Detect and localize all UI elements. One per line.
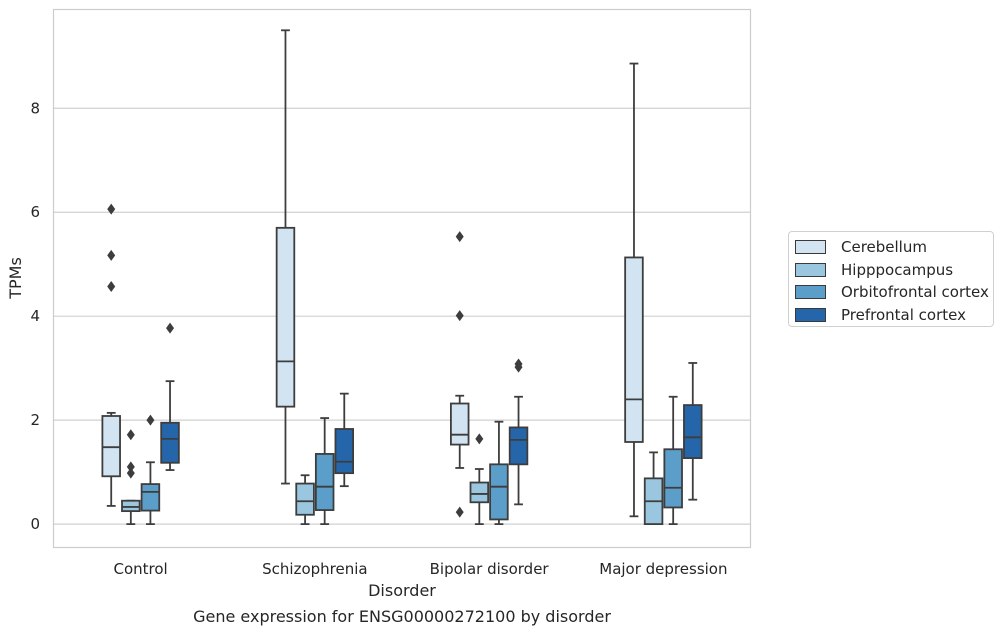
outlier-point <box>455 506 464 518</box>
x-tick-labels: Control Schizophrenia Bipolar disorder Majo… <box>114 560 728 578</box>
legend-item: Orbitofrontal cortex <box>795 281 989 304</box>
y-tick-label: 8 <box>30 99 40 117</box>
outlier-point <box>455 231 464 243</box>
y-tick-label: 4 <box>30 307 40 325</box>
outlier-point <box>514 358 523 370</box>
box-hipppocampus-control <box>121 429 141 526</box>
plot-frame <box>52 8 752 549</box>
legend-item: Hipppocampus <box>795 259 987 282</box>
box-cerebellum-schizophrenia <box>275 29 296 485</box>
legend-label: Cerebellum <box>841 238 927 257</box>
box-iqr <box>295 482 315 516</box>
legend-item: Prefrontal cortex <box>795 304 987 327</box>
outlier-point <box>107 249 116 261</box>
outlier-point <box>126 461 135 473</box>
box-iqr <box>489 463 509 521</box>
box-iqr <box>508 426 529 466</box>
outlier-point <box>475 433 484 445</box>
box-iqr <box>275 226 296 408</box>
outlier-point <box>107 203 116 215</box>
x-axis-label: Disorder <box>368 581 436 600</box>
legend-swatch <box>795 262 826 277</box>
x-tick-label: Major depression <box>599 560 727 578</box>
y-axis-label: TPMs <box>6 257 25 300</box>
legend-item: Cerebellum <box>795 236 987 259</box>
box-iqr <box>314 453 335 511</box>
y-tick-label: 2 <box>30 411 40 429</box>
box-hipppocampus-major-depression <box>643 451 664 526</box>
box-iqr <box>624 256 644 443</box>
outlier-point <box>166 322 175 334</box>
legend-label: Prefrontal cortex <box>841 305 966 324</box>
box-iqr <box>140 483 161 512</box>
box-cerebellum-control <box>101 203 121 507</box>
legend-swatch <box>795 285 826 300</box>
outlier-point <box>455 310 464 322</box>
box-orbitofrontal-cortex-major-depression <box>663 395 683 526</box>
box-iqr <box>469 481 490 504</box>
box-orbitofrontal-cortex-schizophrenia <box>314 417 335 526</box>
chart-caption: Gene expression for ENSG00000272100 by d… <box>193 607 611 626</box>
legend-swatch <box>795 307 826 322</box>
box-iqr <box>683 404 703 459</box>
gridlines <box>53 107 751 525</box>
box-prefrontal-cortex-schizophrenia <box>334 392 355 488</box>
box-orbitofrontal-cortex-control <box>140 414 161 526</box>
outlier-point <box>107 281 116 293</box>
outlier-point <box>126 467 135 479</box>
box-iqr <box>160 421 180 464</box>
legend-swatch <box>795 240 826 255</box>
outlier-point <box>146 414 155 426</box>
legend-label: Orbitofrontal cortex <box>841 283 989 302</box>
boxes <box>101 29 703 526</box>
box-iqr <box>121 499 141 513</box>
y-tick-label: 0 <box>30 515 40 533</box>
x-tick-label: Schizophrenia <box>262 560 367 578</box>
box-prefrontal-cortex-bipolar-disorder <box>508 358 529 506</box>
box-iqr <box>101 415 121 478</box>
box-hipppocampus-schizophrenia <box>295 474 315 526</box>
box-cerebellum-major-depression <box>624 62 644 518</box>
box-prefrontal-cortex-major-depression <box>683 362 703 501</box>
outlier-point <box>126 429 135 441</box>
x-tick-label: Bipolar disorder <box>430 560 550 578</box>
box-orbitofrontal-cortex-bipolar-disorder <box>489 420 509 526</box>
box-hipppocampus-bipolar-disorder <box>469 433 490 526</box>
box-iqr <box>663 448 683 509</box>
legend: Cerebellum Hipppocampus Orbitofrontal cort… <box>788 231 994 327</box>
y-tick-labels: 0 2 4 6 8 <box>30 99 40 533</box>
x-tick-label: Control <box>114 560 168 578</box>
legend-label: Hipppocampus <box>841 260 954 279</box>
box-prefrontal-cortex-control <box>160 322 180 471</box>
box-iqr <box>334 428 355 475</box>
y-tick-label: 6 <box>30 203 40 221</box>
box-iqr <box>449 402 470 446</box>
box-cerebellum-bipolar-disorder <box>449 231 470 518</box>
